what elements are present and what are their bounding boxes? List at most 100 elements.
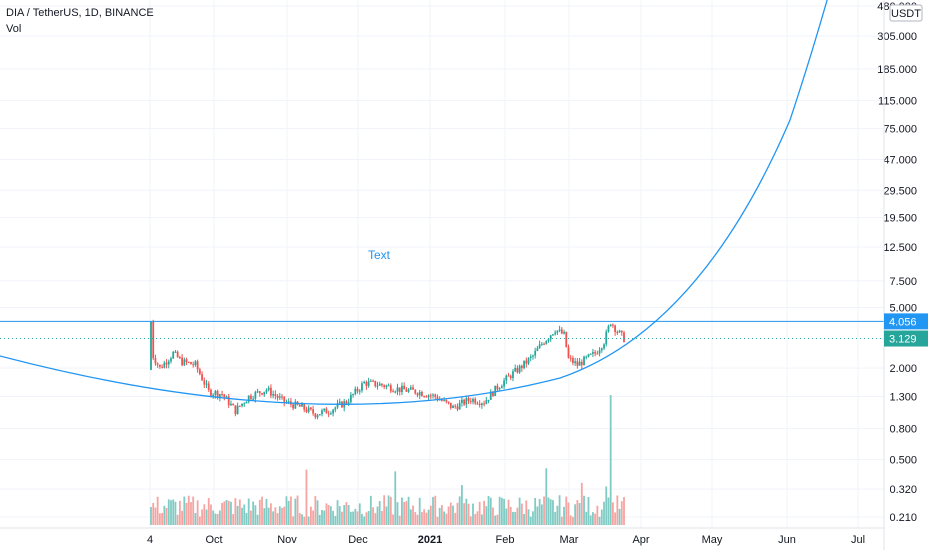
candle-body bbox=[596, 353, 599, 355]
volume-bar bbox=[578, 503, 581, 525]
volume-bar bbox=[587, 497, 590, 525]
candle-body bbox=[520, 365, 523, 369]
volume-bar bbox=[174, 501, 177, 525]
candle-body bbox=[309, 407, 312, 410]
volume-bar bbox=[232, 514, 235, 525]
volume-bar bbox=[369, 495, 372, 525]
x-tick-label: Jun bbox=[778, 534, 796, 546]
candle-body bbox=[158, 364, 161, 367]
volume-bar bbox=[190, 502, 192, 525]
candle-body bbox=[505, 375, 508, 381]
price-label[interactable]: 3.129 bbox=[884, 330, 928, 347]
volume-bar bbox=[392, 514, 394, 525]
volume-bar bbox=[347, 505, 350, 525]
volume-bar bbox=[270, 503, 272, 525]
volume-bar bbox=[296, 495, 299, 525]
candle-body bbox=[518, 365, 521, 373]
candle-body bbox=[558, 329, 561, 331]
annotation-text[interactable]: Text bbox=[368, 248, 391, 262]
candle-body bbox=[425, 396, 428, 398]
candle-body bbox=[416, 393, 419, 396]
y-tick-label: 5.000 bbox=[889, 303, 917, 315]
volume-bar bbox=[436, 516, 439, 525]
price-label[interactable]: 4.056 bbox=[884, 313, 928, 330]
candle-body bbox=[552, 334, 554, 336]
x-tick-label: 2021 bbox=[418, 534, 442, 546]
volume-bar bbox=[476, 511, 479, 525]
candle-body bbox=[305, 409, 308, 412]
y-axis[interactable]: 480.000305.000185.000115.00075.00047.000… bbox=[877, 0, 928, 550]
volume-bar bbox=[334, 515, 337, 525]
candle-body bbox=[369, 380, 372, 382]
parabolic-curve[interactable] bbox=[0, 0, 830, 405]
candle-body bbox=[254, 391, 257, 399]
candle-body bbox=[429, 395, 432, 397]
volume-bar bbox=[356, 511, 359, 525]
candle-body bbox=[447, 401, 450, 403]
drawing-overlays[interactable] bbox=[0, 0, 884, 405]
candle-body bbox=[238, 405, 241, 407]
candle-body bbox=[576, 361, 579, 366]
y-tick-label: 305.000 bbox=[877, 31, 917, 43]
candle-body bbox=[198, 369, 201, 375]
candle-body bbox=[469, 400, 472, 402]
x-tick-label: Oct bbox=[205, 534, 222, 546]
candle-body bbox=[452, 405, 454, 408]
volume-bar bbox=[267, 507, 270, 525]
candle-body bbox=[594, 352, 597, 354]
unit-label[interactable]: USDT bbox=[889, 4, 923, 22]
volume-bar bbox=[585, 511, 588, 525]
candle-body bbox=[609, 324, 612, 327]
candle-body bbox=[383, 385, 386, 388]
volume-label[interactable]: Vol bbox=[6, 23, 22, 35]
candle-body bbox=[338, 401, 341, 404]
volume-bar bbox=[256, 514, 259, 525]
candle-body bbox=[192, 364, 195, 366]
candle-body bbox=[241, 403, 243, 407]
x-axis[interactable]: 4 Oct Nov Dec 2021 Feb Mar Apr May Jun Jul bbox=[0, 527, 884, 546]
y-tick-label: 75.000 bbox=[883, 124, 917, 136]
volume-bar bbox=[583, 495, 585, 525]
symbol-title[interactable]: DIA / TetherUS, 1D, BINANCE bbox=[6, 7, 154, 19]
candle-body bbox=[367, 381, 370, 387]
candle-body bbox=[556, 330, 559, 333]
volume-bar bbox=[434, 495, 437, 525]
volume-bar bbox=[161, 512, 164, 525]
volume-bar bbox=[485, 506, 488, 525]
volume-bar bbox=[325, 503, 328, 525]
volume-bar bbox=[338, 506, 341, 525]
volume-bar bbox=[294, 498, 297, 525]
candle-body bbox=[358, 390, 361, 392]
volume-bar bbox=[305, 469, 308, 525]
volume-bar bbox=[423, 509, 426, 525]
volume-bar bbox=[265, 498, 268, 525]
candle-body bbox=[329, 413, 332, 415]
candle-body bbox=[150, 321, 152, 370]
candle-body bbox=[445, 399, 448, 402]
volume-bar bbox=[250, 510, 252, 525]
candle-body bbox=[523, 360, 525, 369]
volume-bar bbox=[223, 501, 226, 525]
candle-body bbox=[605, 331, 608, 345]
volume-bar bbox=[387, 495, 390, 525]
candle-body bbox=[443, 399, 446, 401]
volume-bar bbox=[565, 496, 568, 525]
volume-bar bbox=[198, 516, 201, 525]
volume-bar bbox=[216, 513, 219, 525]
volume-bar bbox=[301, 514, 303, 525]
candle-body bbox=[614, 325, 617, 332]
candle-body bbox=[325, 408, 328, 414]
candle-body bbox=[585, 356, 588, 358]
volume-bar bbox=[374, 513, 377, 525]
volume-bar bbox=[412, 505, 414, 525]
volume-bar bbox=[441, 505, 443, 525]
volume-bar bbox=[201, 509, 203, 525]
volume-bar bbox=[529, 516, 532, 525]
volume-bar bbox=[292, 516, 295, 525]
candle-body bbox=[307, 407, 310, 412]
volume-bar bbox=[556, 505, 559, 525]
volume-bar bbox=[152, 502, 155, 525]
candle-body bbox=[174, 351, 177, 353]
candle-body bbox=[569, 357, 572, 359]
